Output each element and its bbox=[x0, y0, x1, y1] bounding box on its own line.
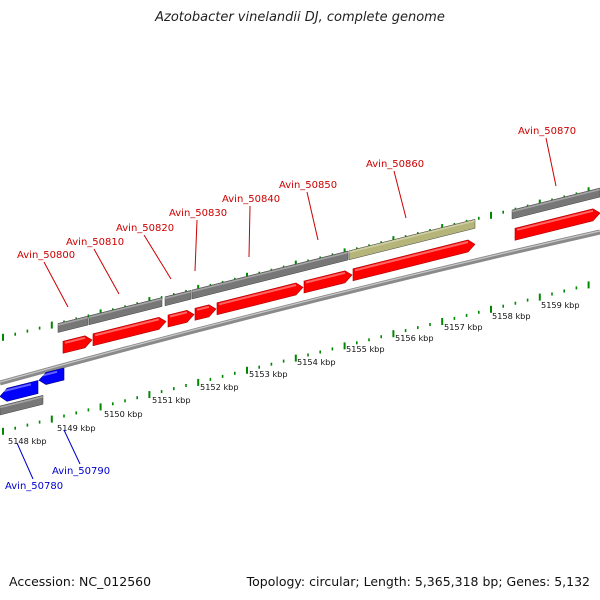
backbone-line bbox=[0, 229, 600, 386]
gene-label-leader bbox=[248, 205, 251, 258]
scale-label: 5158 kbp bbox=[492, 311, 531, 321]
forward-cds-arrow[interactable] bbox=[514, 208, 600, 241]
gene-label-leader bbox=[545, 137, 557, 187]
gene-label-leader bbox=[63, 429, 81, 465]
scale-label: 5148 kbp bbox=[8, 436, 47, 446]
backbone bbox=[0, 229, 600, 386]
rna-gene-bar[interactable] bbox=[348, 218, 476, 261]
gene-label[interactable]: Avin_50840 bbox=[222, 194, 280, 205]
gene-label[interactable]: Avin_50850 bbox=[279, 180, 337, 191]
lower-tick-track bbox=[2, 281, 590, 435]
map-title: Azotobacter vinelandii DJ, complete geno… bbox=[155, 10, 445, 25]
features-layer bbox=[0, 187, 600, 416]
forward-cds-arrow[interactable] bbox=[303, 270, 353, 294]
gene-bar[interactable] bbox=[88, 297, 163, 326]
gene-label[interactable]: Avin_50780 bbox=[5, 481, 63, 492]
gene-label-leader bbox=[93, 248, 120, 295]
accession-text: Accession: NC_012560 bbox=[9, 574, 152, 589]
scale-label: 5157 kbp bbox=[444, 322, 483, 332]
gene-bar-shine bbox=[164, 291, 192, 300]
scale-label: 5153 kbp bbox=[249, 369, 288, 379]
gene-bar[interactable] bbox=[57, 315, 89, 333]
forward-cds-arrow[interactable] bbox=[216, 282, 304, 316]
gene-label[interactable]: Avin_50810 bbox=[66, 237, 124, 248]
forward-cds-arrow[interactable] bbox=[194, 304, 217, 321]
scale-label: 5151 kbp bbox=[152, 395, 191, 405]
gene-label[interactable]: Avin_50830 bbox=[169, 208, 227, 219]
scale-label: 5154 kbp bbox=[297, 357, 336, 367]
forward-cds-arrow[interactable] bbox=[62, 335, 93, 354]
gene-bar[interactable] bbox=[511, 187, 600, 220]
gene-bar-shine bbox=[88, 298, 163, 319]
gene-bar-shine bbox=[57, 316, 89, 326]
forward-cds-arrow-shine bbox=[64, 336, 86, 344]
gene-bar-shine bbox=[0, 396, 44, 409]
forward-cds-arrow-shine bbox=[516, 209, 594, 231]
forward-cds-arrow[interactable] bbox=[167, 309, 195, 328]
forward-cds-arrow[interactable] bbox=[352, 239, 476, 282]
scale-label: 5156 kbp bbox=[395, 333, 434, 343]
forward-cds-arrow-shine bbox=[305, 271, 346, 284]
gene-bar[interactable] bbox=[164, 289, 192, 307]
gene-label[interactable]: Avin_50790 bbox=[52, 466, 110, 477]
rna-gene-bar-shine bbox=[348, 220, 476, 254]
gene-label-leader bbox=[143, 234, 172, 280]
reverse-cds-arrow[interactable] bbox=[38, 367, 65, 385]
forward-cds-arrow[interactable] bbox=[92, 316, 167, 347]
scale-labels: 5148 kbp 5149 kbp 5150 kbp 5151 kbp 5152 kbp… bbox=[8, 300, 580, 446]
genome-summary-text: Topology: circular; Length: 5,365,318 bp… bbox=[246, 574, 590, 589]
gene-label[interactable]: Avin_50800 bbox=[17, 250, 75, 261]
scale-label: 5150 kbp bbox=[104, 409, 143, 419]
scale-label: 5159 kbp bbox=[541, 300, 580, 310]
gene-label-leader bbox=[393, 170, 407, 219]
gene-label-leader bbox=[43, 261, 69, 308]
forward-cds-arrow-shine bbox=[218, 284, 297, 306]
gene-label[interactable]: Avin_50860 bbox=[366, 159, 424, 170]
gene-label-leader bbox=[194, 219, 198, 272]
gene-bar-shine bbox=[191, 251, 349, 293]
reverse-cds-arrow-shine bbox=[1, 383, 32, 393]
forward-cds-arrow-shine bbox=[196, 305, 210, 311]
scale-label: 5152 kbp bbox=[200, 382, 239, 392]
scale-label: 5149 kbp bbox=[57, 423, 96, 433]
gene-label-leader bbox=[306, 191, 319, 241]
gene-bar-shine bbox=[511, 188, 600, 213]
forward-cds-arrow-shine bbox=[169, 311, 188, 318]
gene-labels: Avin_50780 Avin_50790 Avin_50800 Avin_50810… bbox=[5, 126, 576, 492]
gene-label[interactable]: Avin_50820 bbox=[116, 223, 174, 234]
forward-cds-arrow-shine bbox=[354, 241, 469, 272]
scale-label: 5155 kbp bbox=[346, 344, 385, 354]
gene-bar[interactable] bbox=[0, 394, 44, 416]
forward-cds-arrow-shine bbox=[94, 318, 160, 337]
gene-bar[interactable] bbox=[191, 250, 349, 300]
backbone-highlight bbox=[0, 230, 600, 383]
reverse-cds-arrow[interactable] bbox=[0, 380, 39, 402]
gene-label[interactable]: Avin_50870 bbox=[518, 126, 576, 137]
reverse-cds-arrow-shine bbox=[40, 370, 58, 377]
gene-label-leader bbox=[16, 442, 34, 480]
